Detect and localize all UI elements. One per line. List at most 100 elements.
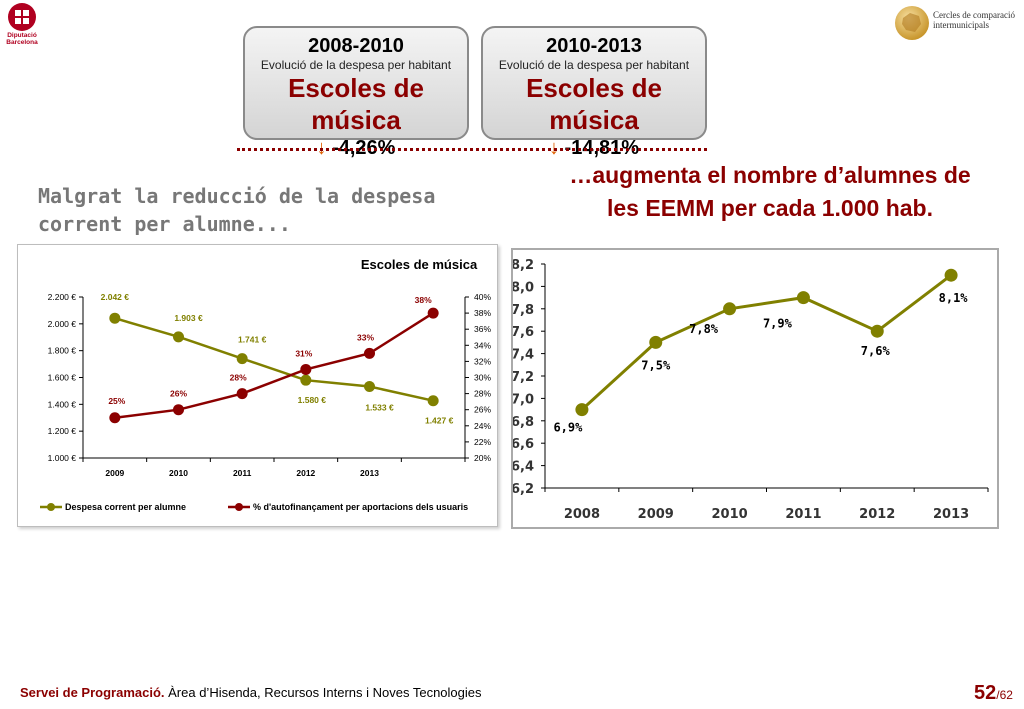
- chart1-point-autofinancament: [173, 404, 184, 416]
- map-globe-icon: [895, 6, 929, 40]
- chart2-point: [944, 268, 958, 282]
- chart1-right-tick-label: 40%: [474, 292, 491, 302]
- summary-box-2008-2010: 2008-2010 Evolució de la despesa per hab…: [243, 26, 469, 159]
- chart2-point: [796, 291, 810, 305]
- chart1-right-tick-label: 26%: [474, 405, 491, 415]
- cercles-logo: Cercles de comparació intermunicipals: [893, 4, 1021, 44]
- chart1-label-despesa: 2.042 €: [101, 292, 130, 302]
- chart1-point-autofinancament: [109, 412, 121, 424]
- chart2-data-label: 7,6%: [861, 344, 891, 358]
- chart2-y-tick-label: 6,8: [513, 415, 534, 430]
- chart1-label-despesa: 1.903 €: [174, 313, 203, 323]
- chart2-data-label: 7,9%: [763, 317, 793, 331]
- box-subtitle: Evolució de la despesa per habitant: [260, 58, 452, 72]
- chart1-right-tick-label: 24%: [474, 421, 491, 431]
- chart1-right-tick-label: 22%: [474, 437, 491, 447]
- chart2-data-label: 7,8%: [689, 322, 719, 336]
- chart2-y-tick-label: 7,6: [513, 325, 534, 340]
- chart2-data-label: 7,5%: [641, 358, 671, 372]
- chart2-point: [649, 335, 663, 349]
- chart1-point-despesa: [173, 331, 184, 343]
- chart1-x-label: 2010: [169, 468, 188, 478]
- chart1-point-despesa: [364, 380, 375, 392]
- chart1-legend-marker-despesa: [47, 503, 55, 511]
- chart-alumnes-per-1000-hab: 6,2 6,4 6,6 6,8 7,0 7,2 7,4 7,6 7,8 8,0 8,2 2008 200…: [511, 248, 999, 529]
- box-subtitle: Evolució de la despesa per habitant: [498, 58, 690, 72]
- chart1-label-autofinancament: 28%: [230, 373, 247, 383]
- logo-line-2: Barcelona: [6, 39, 38, 46]
- chart2-y-tick-label: 8,0: [513, 280, 534, 295]
- chart2-data-label: 6,9%: [553, 421, 583, 435]
- chart1-point-despesa: [236, 353, 248, 365]
- chart1-label-despesa: 1.741 €: [238, 335, 267, 345]
- chart1-point-autofinancament: [427, 307, 439, 319]
- page-current: 52: [974, 682, 997, 704]
- chart2-x-label: 2013: [933, 507, 969, 522]
- chart1-x-label: 2009: [105, 468, 124, 478]
- summary-box-2010-2013: 2010-2013 Evolució de la despesa per hab…: [481, 26, 707, 159]
- chart2-data-label: 8,1%: [939, 291, 969, 305]
- chart1-left-tick-label: 1.200 €: [48, 426, 77, 436]
- chart1-label-despesa: 1.533 €: [365, 402, 394, 412]
- chart2-svg: 6,2 6,4 6,6 6,8 7,0 7,2 7,4 7,6 7,8 8,0 8,2 2008 200…: [511, 258, 989, 522]
- chart1-label-despesa: 1.427 €: [425, 416, 454, 426]
- chart2-y-tick-label: 7,2: [513, 370, 534, 385]
- chart1-right-tick-label: 34%: [474, 340, 491, 350]
- chart1-left-tick-label: 1.800 €: [48, 346, 77, 356]
- chart1-label-autofinancament: 38%: [415, 295, 432, 305]
- page-total: /62: [996, 688, 1013, 702]
- chart2-line: [580, 274, 952, 411]
- diputacio-emblem-icon: [8, 3, 36, 31]
- chart2-point: [723, 302, 737, 316]
- chart2-x-label: 2010: [711, 507, 747, 522]
- chart2-x-label: 2009: [638, 507, 674, 522]
- footer-rest: Àrea d’Hisenda, Recursos Interns i Noves…: [164, 685, 482, 700]
- chart2-y-tick-label: 6,2: [513, 482, 534, 497]
- chart1-title: Escoles de música: [361, 257, 478, 272]
- chart2-y-tick-label: 7,0: [513, 392, 534, 407]
- chart1-x-label: 2011: [233, 468, 252, 478]
- chart1-label-autofinancament: 31%: [295, 348, 312, 358]
- chart2-y-tick-label: 7,8: [513, 303, 534, 318]
- chart1-label-autofinancament: 33%: [357, 332, 374, 342]
- chart1-label-autofinancament: 25%: [108, 396, 125, 406]
- chart1-legend-marker-autofinancament: [235, 503, 243, 511]
- footer: Servei de Programació. Àrea d’Hisenda, R…: [20, 685, 482, 700]
- chart2-y-tick-label: 6,6: [513, 437, 534, 452]
- chart2-point: [575, 403, 589, 417]
- left-caption: Malgrat la reducció de la despesa corren…: [38, 184, 436, 236]
- chart1-right-tick-label: 28%: [474, 389, 491, 399]
- chart1-right-tick-label: 36%: [474, 324, 491, 334]
- chart1-left-tick-label: 2.000 €: [48, 319, 77, 329]
- chart1-right-tick-label: 30%: [474, 373, 491, 383]
- chart2-point: [870, 324, 884, 338]
- chart1-svg: Escoles de música 1.000 € 1.200 € 1.400 € 1.…: [40, 257, 491, 512]
- page-number: 52/62: [974, 682, 1013, 705]
- chart1-point-autofinancament: [300, 363, 312, 375]
- chart1-point-autofinancament: [364, 347, 375, 359]
- chart2-x-label: 2008: [564, 507, 600, 522]
- chart2-y-tick-label: 8,2: [513, 258, 534, 273]
- chart1-x-label: 2012: [296, 468, 315, 478]
- cercles-line-1: Cercles de comparació: [933, 10, 1015, 20]
- chart1-line-despesa: [114, 316, 434, 402]
- chart1-left-tick-label: 2.200 €: [48, 292, 77, 302]
- chart1-point-despesa: [109, 312, 121, 324]
- chart1-point-autofinancament: [236, 388, 248, 400]
- right-caption: …augmenta el nombre d’alumnes de les EEM…: [569, 162, 971, 221]
- cercles-line-2: intermunicipals: [933, 20, 989, 30]
- diputacio-logo: Diputació Barcelona: [3, 2, 41, 46]
- chart1-label-autofinancament: 26%: [170, 389, 187, 399]
- chart1-legend-label-autofinancament: % d'autofinançament per aportacions dels…: [253, 502, 468, 512]
- chart1-right-tick-label: 20%: [474, 453, 491, 463]
- logo-line-1: Diputació: [7, 32, 37, 39]
- dotted-divider: [237, 148, 707, 151]
- chart1-label-despesa: 1.580 €: [298, 395, 327, 405]
- chart1-left-tick-label: 1.400 €: [48, 399, 77, 409]
- chart2-x-label: 2012: [859, 507, 895, 522]
- chart2-x-label: 2011: [785, 507, 821, 522]
- chart1-point-despesa: [300, 374, 312, 386]
- chart1-right-tick-label: 38%: [474, 308, 491, 318]
- chart1-x-label: 2013: [360, 468, 379, 478]
- chart1-left-tick-label: 1.600 €: [48, 373, 77, 383]
